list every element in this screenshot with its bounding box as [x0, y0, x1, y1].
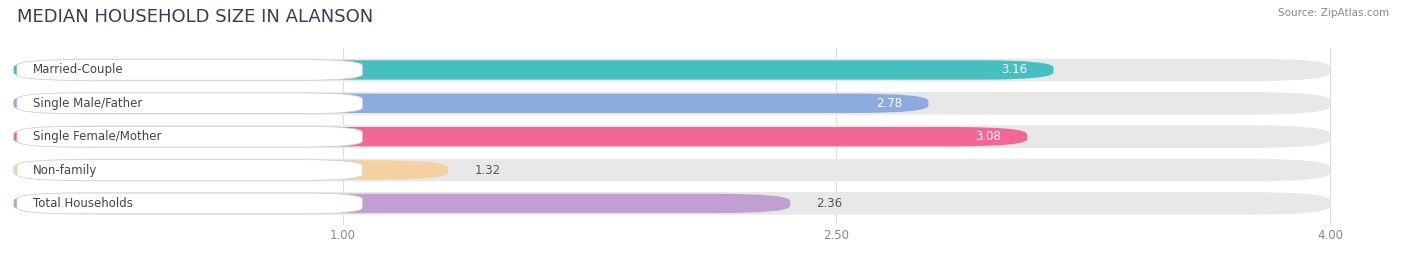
FancyBboxPatch shape [14, 194, 790, 213]
FancyBboxPatch shape [17, 93, 363, 114]
Text: 3.16: 3.16 [1001, 64, 1028, 76]
Text: 2.78: 2.78 [876, 97, 903, 110]
Text: 2.36: 2.36 [817, 197, 842, 210]
FancyBboxPatch shape [14, 192, 1330, 215]
FancyBboxPatch shape [17, 59, 363, 80]
FancyBboxPatch shape [14, 94, 928, 113]
FancyBboxPatch shape [17, 193, 363, 214]
Text: Source: ZipAtlas.com: Source: ZipAtlas.com [1278, 8, 1389, 18]
FancyBboxPatch shape [14, 59, 1330, 81]
FancyBboxPatch shape [14, 159, 1330, 181]
FancyBboxPatch shape [14, 160, 449, 180]
Text: Married-Couple: Married-Couple [34, 64, 124, 76]
FancyBboxPatch shape [14, 127, 1028, 146]
FancyBboxPatch shape [17, 160, 363, 180]
Text: Single Female/Mother: Single Female/Mother [34, 130, 162, 143]
FancyBboxPatch shape [14, 60, 1053, 80]
Text: MEDIAN HOUSEHOLD SIZE IN ALANSON: MEDIAN HOUSEHOLD SIZE IN ALANSON [17, 8, 373, 26]
Text: 3.08: 3.08 [974, 130, 1001, 143]
Text: Non-family: Non-family [34, 163, 98, 177]
Text: 1.32: 1.32 [474, 163, 501, 177]
FancyBboxPatch shape [17, 126, 363, 147]
FancyBboxPatch shape [14, 125, 1330, 148]
FancyBboxPatch shape [14, 92, 1330, 115]
Text: Single Male/Father: Single Male/Father [34, 97, 143, 110]
Text: Total Households: Total Households [34, 197, 134, 210]
